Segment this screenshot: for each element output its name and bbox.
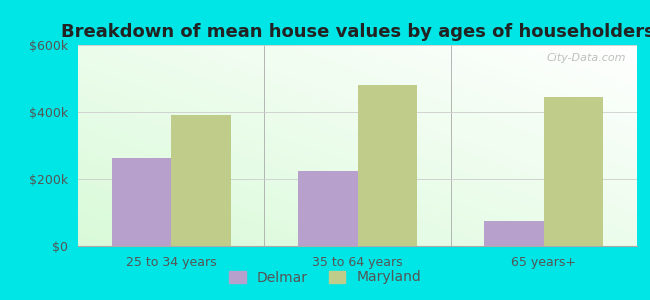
Text: City-Data.com: City-Data.com — [546, 53, 626, 63]
Bar — [298, 171, 358, 246]
Legend: Delmar, Maryland: Delmar, Maryland — [224, 265, 426, 290]
Bar — [171, 115, 231, 246]
Bar — [112, 158, 171, 246]
Title: Breakdown of mean house values by ages of householders: Breakdown of mean house values by ages o… — [60, 23, 650, 41]
Bar — [358, 85, 417, 246]
Bar — [484, 221, 544, 246]
Bar — [544, 97, 603, 246]
